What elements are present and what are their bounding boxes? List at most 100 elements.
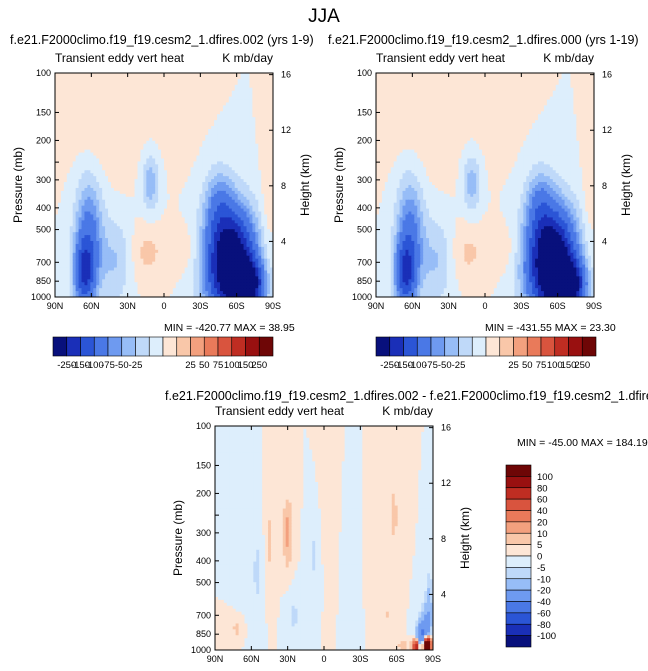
heatmap-cell	[110, 243, 115, 248]
heatmap-cell	[149, 217, 153, 221]
heatmap-cell	[90, 108, 94, 112]
heatmap-cell	[75, 161, 80, 165]
heatmap-cell	[172, 229, 177, 233]
panel-subtitle: f.e21.F2000climo.f19_f19.cesm2_1.dfires.…	[10, 33, 314, 47]
heatmap-cell	[211, 252, 215, 257]
heatmap-cell	[217, 84, 221, 89]
heatmap-cell	[172, 252, 177, 257]
heatmap-cell	[137, 152, 142, 157]
heatmap-cell	[252, 90, 256, 95]
heatmap-cell	[149, 246, 153, 251]
heatmap-cell	[175, 232, 180, 236]
heatmap-cell	[199, 261, 203, 266]
heatmap-cell	[258, 193, 262, 198]
heatmap-cell	[190, 220, 195, 224]
heatmap-cell	[228, 226, 233, 230]
heatmap-cell	[202, 229, 206, 233]
heatmap-cell	[134, 164, 139, 168]
heatmap-cell	[234, 229, 239, 233]
heatmap-cell	[202, 252, 206, 257]
heatmap-cell	[178, 126, 183, 130]
heatmap-cell	[199, 202, 203, 207]
heatmap-cell	[234, 243, 239, 248]
heatmap-cell	[196, 220, 200, 224]
heatmap-cell	[149, 196, 153, 201]
heatmap-cell	[217, 261, 221, 266]
heatmap-cell	[187, 134, 192, 139]
heatmap-cell	[116, 258, 121, 263]
heatmap-cell	[102, 187, 106, 192]
heatmap-cell	[152, 155, 156, 160]
heatmap-cell	[78, 220, 83, 224]
heatmap-cell	[172, 102, 177, 107]
heatmap-cell	[99, 179, 103, 183]
heatmap-cell	[63, 158, 68, 163]
heatmap-cell	[57, 190, 62, 195]
heatmap-cell	[240, 99, 245, 104]
heatmap-cell	[87, 167, 91, 171]
heatmap-cell	[164, 179, 168, 183]
heatmap-cell	[60, 243, 65, 248]
heatmap-cell	[193, 238, 198, 242]
heatmap-cell	[158, 149, 162, 154]
heatmap-cell	[116, 81, 121, 86]
heatmap-cell	[217, 243, 221, 248]
heatmap-cell	[110, 190, 115, 195]
heatmap-cell	[84, 123, 89, 127]
heatmap-cell	[81, 267, 86, 272]
heatmap-cell	[252, 249, 256, 254]
heatmap-cell	[172, 196, 177, 201]
heatmap-cell	[108, 205, 112, 210]
heatmap-cell	[222, 211, 227, 216]
heatmap-cell	[246, 167, 251, 171]
heatmap-cell	[267, 176, 271, 180]
heatmap-cell	[119, 152, 124, 157]
heatmap-cell	[225, 140, 230, 145]
heatmap-cell	[175, 84, 180, 89]
heatmap-cell	[234, 78, 239, 83]
heatmap-cell	[146, 123, 150, 127]
heatmap-cell	[237, 229, 242, 233]
heatmap-cell	[181, 73, 186, 77]
heatmap-cell	[164, 84, 168, 89]
heatmap-cell	[252, 155, 256, 160]
heatmap-cell	[55, 190, 59, 195]
heatmap-cell	[214, 117, 218, 121]
heatmap-cell	[255, 211, 259, 216]
heatmap-cell	[178, 196, 183, 201]
heatmap-cell	[225, 105, 230, 109]
heatmap-cell	[214, 232, 218, 236]
heatmap-cell	[146, 170, 150, 174]
heatmap-cell	[116, 179, 121, 183]
heatmap-cell	[181, 205, 186, 210]
heatmap-cell	[219, 170, 224, 174]
heatmap-cell	[110, 226, 115, 230]
heatmap-cell	[105, 73, 109, 77]
heatmap-cell	[72, 149, 77, 154]
heatmap-cell	[199, 258, 203, 263]
heatmap-cell	[261, 78, 265, 83]
heatmap-cell	[152, 255, 156, 260]
heatmap-cell	[172, 93, 177, 98]
heatmap-cell	[187, 246, 192, 251]
heatmap-cell	[261, 167, 265, 171]
heatmap-cell	[143, 217, 147, 221]
heatmap-cell	[155, 140, 159, 145]
heatmap-cell	[246, 170, 251, 174]
heatmap-cell	[190, 129, 195, 133]
heatmap-cell	[143, 264, 147, 269]
heatmap-cell	[110, 105, 115, 109]
heatmap-cell	[137, 246, 142, 251]
heatmap-cell	[214, 246, 218, 251]
heatmap-cell	[155, 185, 159, 189]
heatmap-cell	[240, 190, 245, 195]
heatmap-cell	[264, 255, 268, 260]
heatmap-cell	[164, 73, 168, 77]
heatmap-cell	[219, 140, 224, 145]
heatmap-cell	[60, 190, 65, 195]
heatmap-cell	[81, 211, 86, 216]
heatmap-cell	[78, 249, 83, 254]
heatmap-cell	[125, 134, 130, 139]
heatmap-cell	[190, 190, 195, 195]
heatmap-cell	[231, 149, 236, 154]
